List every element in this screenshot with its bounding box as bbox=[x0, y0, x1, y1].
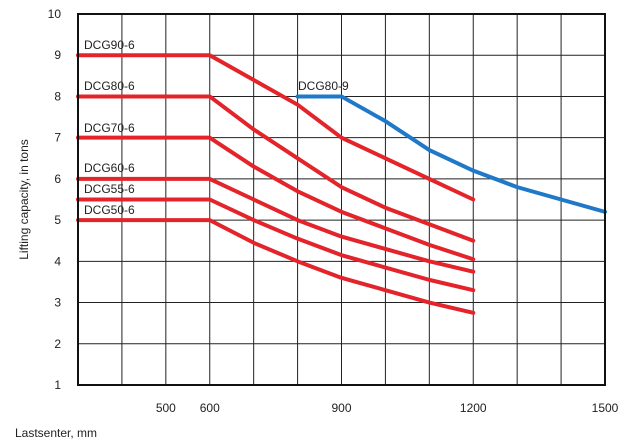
y-tick-label: 8 bbox=[54, 89, 61, 103]
y-axis-title: Lifting capacity, in tons bbox=[17, 139, 31, 260]
y-tick-label: 7 bbox=[54, 131, 61, 145]
series-label: DCG90-6 bbox=[84, 38, 135, 52]
series-label: DCG80-9 bbox=[298, 79, 349, 93]
y-tick-label: 3 bbox=[54, 296, 61, 310]
x-axis-title: Lastsenter, mm bbox=[15, 426, 97, 440]
series-label: DCG70-6 bbox=[84, 121, 135, 135]
y-tick-label: 4 bbox=[54, 254, 61, 268]
series-line bbox=[76, 176, 476, 274]
plot-frame bbox=[77, 13, 606, 386]
x-tick-label: 1500 bbox=[592, 401, 619, 415]
y-tick-label: 2 bbox=[54, 337, 61, 351]
series-line bbox=[76, 135, 476, 262]
x-tick-label: 1200 bbox=[460, 401, 487, 415]
series-label: DCG60-6 bbox=[84, 161, 135, 175]
label-layer: 1 2 3 4 5 6 7 8 9 10 500 600 900 1200 1500 DCG90-6 DCG80… bbox=[48, 7, 619, 415]
x-tick-label: 600 bbox=[200, 401, 220, 415]
series-line bbox=[76, 197, 476, 293]
series-label: DCG80-6 bbox=[84, 79, 135, 93]
x-tick-label: 500 bbox=[156, 401, 176, 415]
y-tick-label: 10 bbox=[48, 7, 62, 21]
series-line bbox=[76, 94, 476, 243]
series-line bbox=[76, 53, 476, 202]
series-line bbox=[76, 218, 476, 315]
y-tick-label: 6 bbox=[54, 172, 61, 186]
series-line bbox=[295, 94, 607, 214]
y-tick-label: 9 bbox=[54, 48, 61, 62]
series-label: DCG55-6 bbox=[84, 182, 135, 196]
y-tick-label: 1 bbox=[54, 378, 61, 392]
series-label: DCG50-6 bbox=[84, 203, 135, 217]
y-tick-label: 5 bbox=[54, 213, 61, 227]
series-layer bbox=[76, 53, 607, 315]
x-tick-label: 900 bbox=[331, 401, 351, 415]
